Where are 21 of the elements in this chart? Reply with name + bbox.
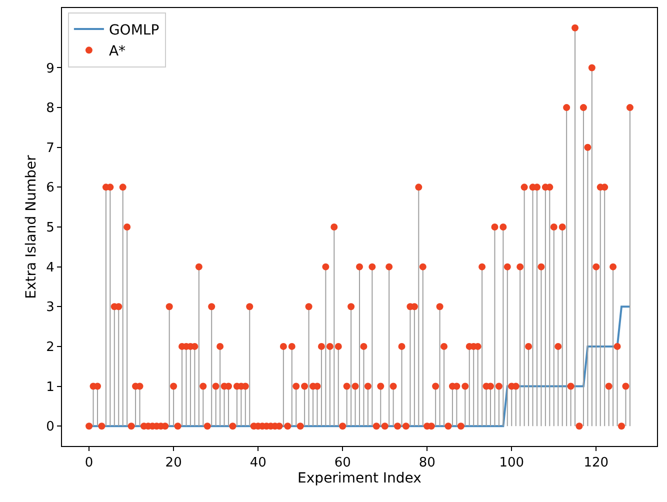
y-tick-label: 5 — [46, 220, 54, 236]
x-tick-label: 20 — [165, 456, 182, 471]
x-tick-label: 40 — [250, 456, 266, 471]
x-tick-label: 120 — [584, 456, 609, 471]
legend-label: A* — [108, 44, 126, 60]
y-axis-title: Extra Island Number — [24, 154, 40, 299]
y-tick-label: 9 — [46, 61, 54, 76]
y-tick-label: 8 — [46, 101, 54, 116]
x-tick-label: 80 — [418, 456, 436, 471]
legend-label: GOMLP — [108, 22, 160, 38]
y-tick-label: 1 — [46, 380, 54, 395]
x-tick-label: 0 — [84, 456, 94, 471]
x-tick-label: 100 — [499, 456, 524, 471]
x-axis-title: Experiment Index — [298, 470, 422, 487]
y-tick-label: 6 — [46, 180, 54, 196]
y-tick-label: 7 — [46, 140, 54, 156]
x-tick-label: 60 — [334, 456, 351, 471]
y-tick-label: 3 — [46, 300, 54, 316]
y-tick-label: 4 — [46, 260, 54, 276]
y-tick-label: 0 — [46, 420, 54, 435]
y-tick-label: 2 — [46, 340, 54, 355]
